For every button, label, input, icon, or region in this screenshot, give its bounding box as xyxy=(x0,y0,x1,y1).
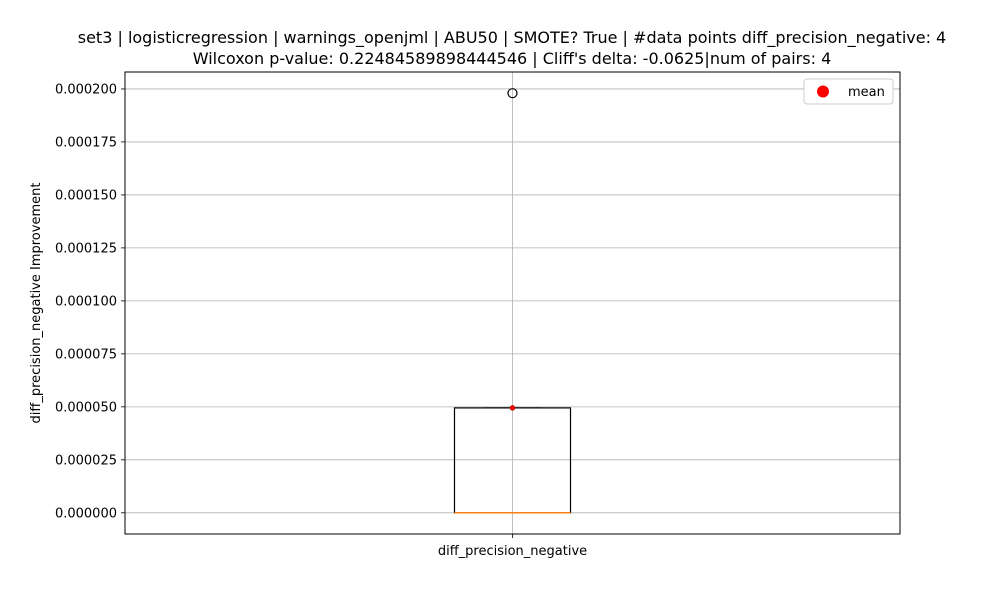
y-tick-label: 0.000025 xyxy=(55,453,117,468)
legend-frame xyxy=(803,78,894,105)
x-tick-label: diff_precision_negative xyxy=(438,544,587,559)
box-plot xyxy=(453,88,572,514)
y-tick-label: 0.000125 xyxy=(55,241,117,256)
chart-subtitle: Wilcoxon p-value: 0.22484589898444546 | … xyxy=(193,49,832,68)
legend-mean-label: mean xyxy=(848,85,885,100)
y-tick-label: 0.000200 xyxy=(55,82,117,97)
legend: mean xyxy=(803,78,894,105)
mean-marker xyxy=(509,405,516,411)
legend-mean-marker xyxy=(817,85,829,98)
y-axis-ticks: 0.000000 0.000025 0.000050 0.000075 0.000100… xyxy=(55,82,125,521)
y-tick-label: 0.000000 xyxy=(55,506,117,521)
y-axis-label: diff_precision_negative Improvement xyxy=(29,183,44,424)
grid-lines xyxy=(125,72,900,534)
outlier-point xyxy=(507,88,518,99)
y-tick-label: 0.000100 xyxy=(55,294,117,309)
y-tick-label: 0.000175 xyxy=(55,135,117,150)
y-tick-label: 0.000075 xyxy=(55,347,117,362)
y-tick-label: 0.000150 xyxy=(55,188,117,203)
chart-title: set3 | logisticregression | warnings_ope… xyxy=(78,28,946,48)
x-axis-ticks: diff_precision_negative xyxy=(438,534,587,559)
y-tick-label: 0.000050 xyxy=(55,400,117,415)
